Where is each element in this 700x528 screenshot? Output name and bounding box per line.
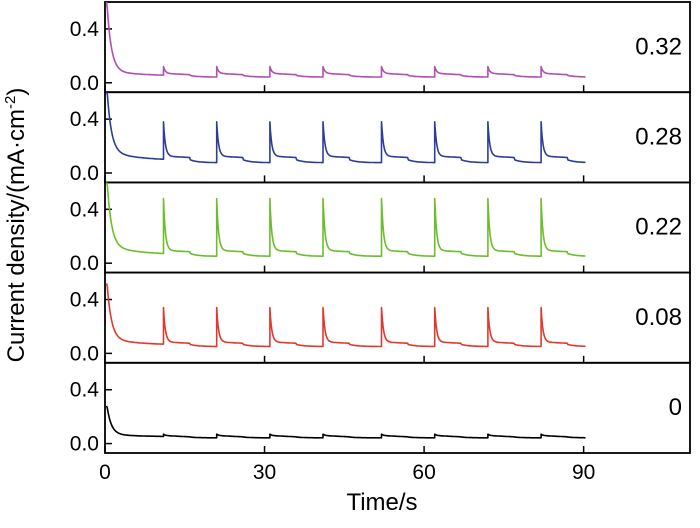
panel-label: 0.08 [635,304,682,331]
y-tick-label: 0.4 [70,18,100,41]
series-line-0.08 [105,283,586,348]
panel-1: 0.0 0.4 0.28 [70,91,691,185]
y-axis-title: Current density/(mA·cm-2) [2,88,30,363]
y-axis-title-end: ) [3,88,30,96]
panel-label: 0.32 [635,33,682,60]
panel-label: 0 [669,394,682,421]
series-line-0 [105,405,586,439]
panel-label: 0.28 [635,124,682,151]
series-line-0.28 [105,91,586,164]
y-tick-label: 0.4 [70,198,100,221]
y-axis-title-superscript: -2 [2,96,19,109]
series-line-0.22 [105,182,586,258]
panel-2: 0.0 0.4 0.22 [70,181,691,275]
panel-4: 0.0 0.4 0 [70,361,691,456]
y-tick-label: 0.4 [70,379,100,402]
series-line-0.32 [105,1,586,78]
y-tick-label: 0.0 [70,162,99,185]
x-tick-label: 0 [99,461,111,484]
y-tick-label: 0.0 [70,342,99,365]
x-tick-labels: 0 30 60 90 [99,461,595,484]
panel-frame [104,361,691,454]
panel-frame [104,91,691,184]
panel-3: 0.0 0.4 0.08 [70,271,691,365]
x-tick-label: 30 [253,461,276,484]
y-tick-label: 0.4 [70,289,100,312]
x-tick-label: 60 [412,461,435,484]
y-tick-label: 0.4 [70,108,100,131]
y-tick-label: 0.0 [70,72,99,95]
y-axis-title-main: Current density/(mA·cm [3,109,30,362]
panel-0: 0.0 0.4 0.32 [70,1,691,95]
panel-frame [104,271,691,364]
x-tick-label: 90 [572,461,595,484]
panel-frame [104,181,691,274]
panel-frame [104,1,691,94]
y-tick-label: 0.0 [70,252,99,275]
chart-panels: 0.0 0.4 0.32 0.0 0.4 0.28 0.0 0.4 0.22 0.0 0.4 0.08… [70,1,691,456]
y-tick-label: 0.0 [70,433,99,456]
panel-label: 0.22 [635,214,682,241]
x-axis-title: Time/s [346,489,417,516]
